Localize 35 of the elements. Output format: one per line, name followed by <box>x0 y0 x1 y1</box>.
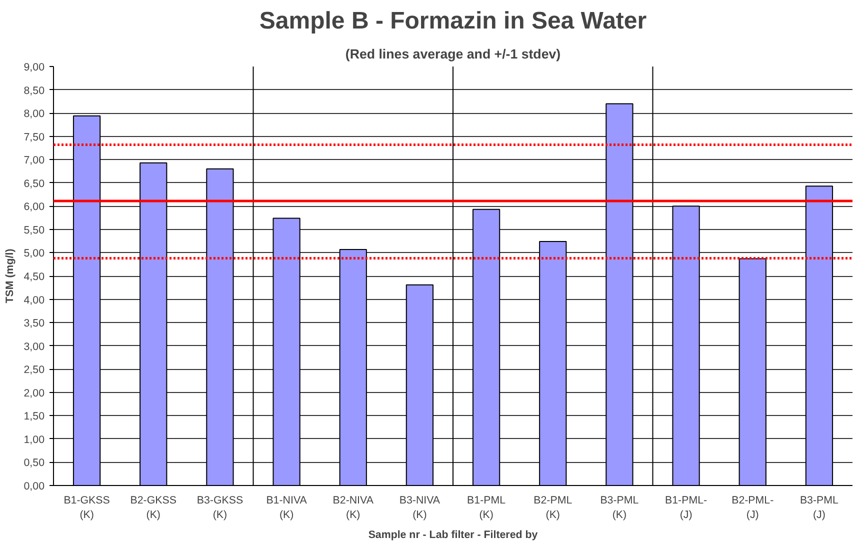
x-tick-label: B1-NIVA (K) <box>266 494 308 521</box>
chart-subtitle: (Red lines average and +/-1 stdev) <box>345 46 561 62</box>
y-tick-label: 0,50 <box>24 457 45 470</box>
y-tick-label: 5,00 <box>24 248 45 260</box>
y-tick-label: 5,50 <box>24 224 45 236</box>
x-tick-label: B2-PML- (J) <box>732 494 774 521</box>
x-tick-label: B1-PML (K) <box>467 494 506 521</box>
y-tick-label: 4,00 <box>24 294 45 306</box>
x-tick-label: B2-PML (K) <box>534 494 572 521</box>
x-axis-title: Sample nr - Lab filter - Filtered by <box>368 528 538 541</box>
x-tick-label: B3-GKSS (K) <box>196 494 244 521</box>
y-tick-label: 9,00 <box>24 62 45 74</box>
y-tick-label: 8,50 <box>24 84 45 97</box>
y-tick-label: 6,50 <box>24 178 45 190</box>
y-tick-label: 6,00 <box>24 201 45 214</box>
x-tick-label: B1-PML- (J) <box>665 494 708 521</box>
y-tick-label: 3,50 <box>24 318 45 330</box>
y-tick-label: 2,50 <box>24 364 45 376</box>
y-tick-label: 3,00 <box>24 340 45 353</box>
x-tick-label: B3-NIVA (K) <box>399 494 441 521</box>
y-tick-label: 1,50 <box>24 410 45 423</box>
chart-title: Sample B - Formazin in Sea Water <box>259 8 647 34</box>
y-tick-label: 8,00 <box>24 108 45 120</box>
x-tick-label: B3-PML (J) <box>800 494 839 521</box>
y-tick-label: 4,50 <box>24 271 45 283</box>
x-tick-label: B1-GKSS (K) <box>64 494 110 521</box>
y-tick-label: 1,00 <box>24 434 45 446</box>
x-tick-label: B2-NIVA (K) <box>332 494 374 521</box>
x-tick-label: B2-GKSS (K) <box>130 494 176 521</box>
y-tick-label: 0,00 <box>24 480 45 492</box>
y-tick-label: 7,50 <box>24 131 45 144</box>
y-tick-label: 2,00 <box>24 387 45 400</box>
y-axis-title: TSM (mg/l) <box>4 248 16 304</box>
x-tick-label: B3-PML (K) <box>600 494 639 521</box>
y-tick-label: 7,00 <box>24 154 45 167</box>
